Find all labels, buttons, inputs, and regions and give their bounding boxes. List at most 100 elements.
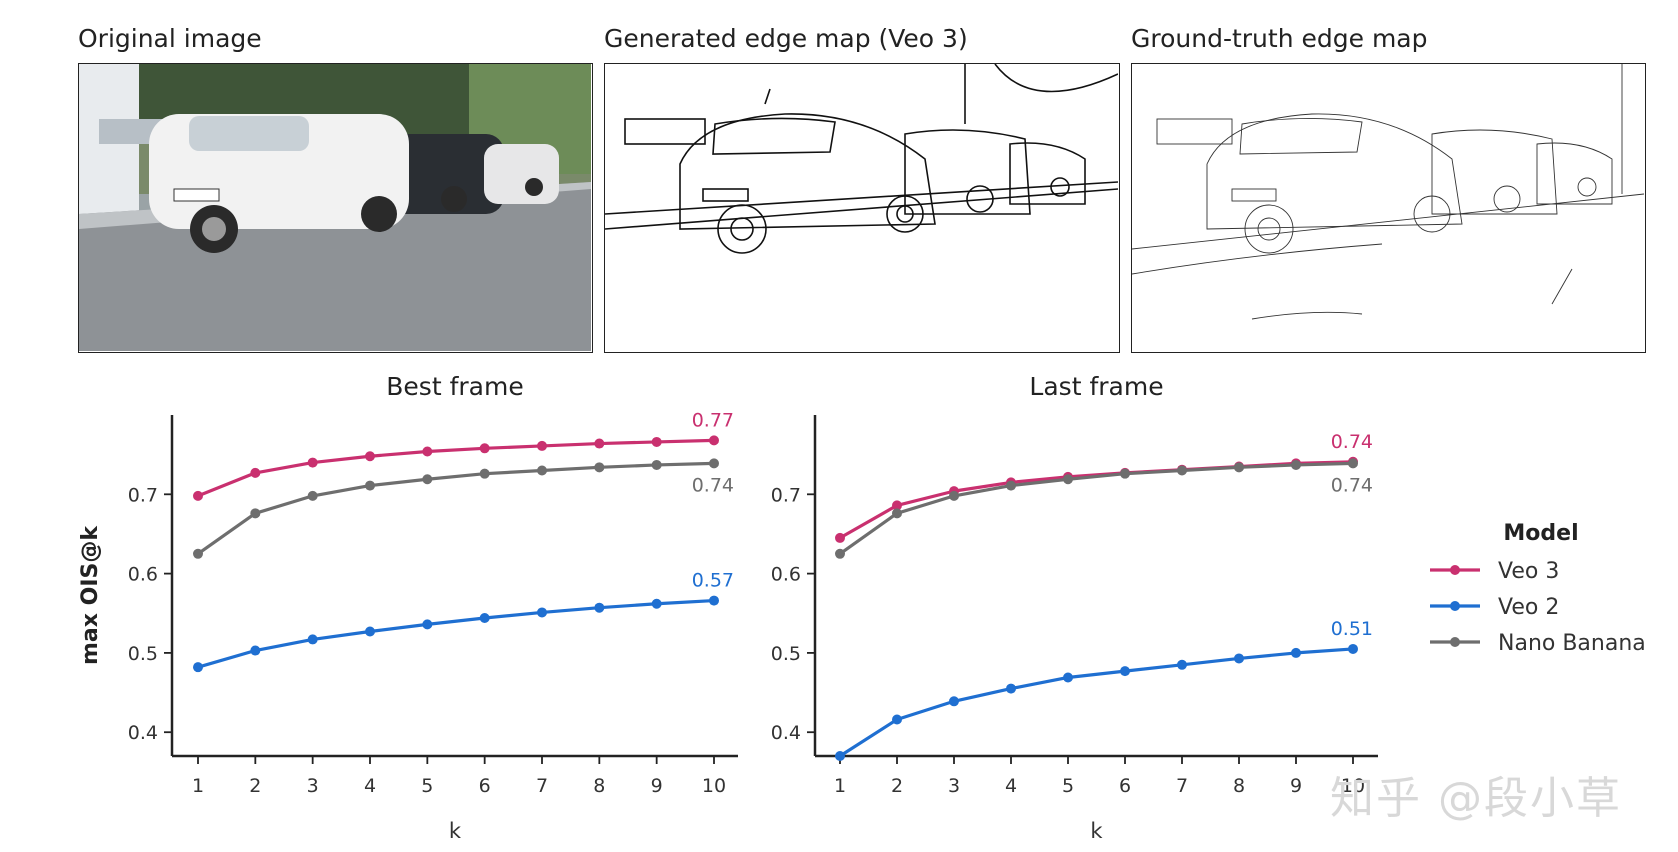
data-point: [365, 451, 375, 462]
legend-swatch-point: [1450, 637, 1460, 647]
legend-swatch-point: [1450, 601, 1460, 611]
x-tick-label: 6: [1119, 775, 1131, 797]
data-point: [537, 465, 547, 476]
end-value-label: 0.77: [692, 409, 734, 431]
data-point: [193, 490, 203, 501]
generated-edge-map-title: Generated edge map (Veo 3): [604, 24, 968, 53]
x-tick-label: 9: [651, 775, 663, 797]
x-tick-label: 2: [891, 775, 903, 797]
data-point: [365, 480, 375, 491]
series-line-nano-banana: [839, 461, 1354, 556]
x-tick-label: 1: [834, 775, 846, 797]
data-point: [949, 696, 959, 707]
data-point: [422, 446, 433, 457]
x-tick-label: 10: [1341, 775, 1365, 797]
data-point: [709, 458, 719, 469]
data-point: [193, 662, 203, 673]
x-tick-label: 1: [192, 775, 204, 797]
x-tick-label: 5: [1062, 775, 1074, 797]
data-point: [1348, 458, 1358, 469]
x-tick-label: 9: [1290, 775, 1302, 797]
generated-edge-map-image: [604, 63, 1120, 353]
x-tick-label: 3: [948, 775, 960, 797]
data-point: [422, 619, 433, 630]
data-point: [1177, 465, 1187, 476]
x-tick-label: 4: [1005, 775, 1017, 797]
data-point: [537, 440, 547, 451]
y-tick-label: 0.4: [128, 722, 158, 744]
data-point: [307, 490, 318, 501]
data-point: [892, 508, 902, 519]
data-point: [307, 457, 318, 468]
data-point: [709, 435, 719, 446]
end-value-label: 0.74: [1331, 474, 1373, 496]
end-value-label: 0.51: [1331, 618, 1373, 640]
data-point: [651, 436, 662, 447]
data-point: [479, 613, 490, 624]
data-point: [1177, 659, 1187, 670]
series-line-veo-2: [839, 647, 1354, 758]
data-point: [1120, 468, 1130, 479]
data-point: [1291, 459, 1301, 470]
x-tick-label: 4: [364, 775, 376, 797]
y-tick-label: 0.7: [771, 484, 801, 506]
x-tick-label: 5: [421, 775, 433, 797]
series-line-veo-3: [197, 438, 715, 498]
data-point: [479, 468, 490, 479]
x-tick-label: 7: [536, 775, 548, 797]
series-line-nano-banana: [197, 461, 715, 556]
original-image-title: Original image: [78, 24, 262, 53]
end-value-label: 0.74: [1331, 431, 1373, 453]
data-point: [1006, 683, 1016, 694]
data-point: [1063, 672, 1073, 683]
legend-swatch-point: [1450, 565, 1460, 575]
data-point: [250, 467, 261, 478]
data-point: [835, 532, 845, 543]
y-tick-label: 0.4: [771, 722, 801, 744]
chart-title: Last frame: [1029, 372, 1163, 401]
data-point: [250, 508, 261, 519]
ground-truth-edge-map-title: Ground-truth edge map: [1131, 24, 1428, 53]
data-point: [594, 438, 605, 449]
data-point: [1291, 647, 1301, 658]
data-point: [250, 645, 261, 656]
series-line-veo-2: [197, 598, 715, 669]
y-tick-label: 0.5: [128, 643, 158, 665]
x-tick-label: 10: [702, 775, 726, 797]
x-tick-label: 6: [479, 775, 491, 797]
legend-title: Model: [1503, 521, 1578, 546]
data-point: [193, 548, 203, 559]
data-point: [307, 634, 318, 645]
data-point: [892, 714, 902, 725]
data-point: [594, 462, 605, 473]
legend-item-label: Veo 3: [1498, 559, 1559, 584]
y-axis-label: max OIS@k: [78, 525, 103, 665]
data-point: [1348, 643, 1358, 654]
legend-item-label: Veo 2: [1498, 595, 1559, 620]
data-point: [651, 598, 662, 609]
data-point: [422, 474, 433, 485]
y-tick-label: 0.6: [128, 564, 158, 586]
chart-title: Best frame: [386, 372, 523, 401]
data-point: [1234, 462, 1244, 473]
y-tick-label: 0.7: [128, 484, 158, 506]
x-tick-label: 7: [1176, 775, 1188, 797]
original-image: [78, 63, 593, 353]
data-point: [1120, 666, 1130, 677]
data-point: [1006, 480, 1016, 491]
data-point: [365, 626, 375, 637]
y-tick-label: 0.5: [771, 643, 801, 665]
x-axis-label: k: [1090, 819, 1103, 843]
ground-truth-edge-map-image: [1131, 63, 1646, 353]
data-point: [594, 602, 605, 613]
data-point: [835, 548, 845, 559]
data-point: [892, 500, 902, 511]
x-tick-label: 8: [593, 775, 605, 797]
series-line-veo-3: [839, 460, 1354, 540]
data-point: [949, 490, 959, 501]
data-point: [651, 459, 662, 470]
data-point: [835, 751, 845, 761]
x-axis-label: k: [449, 819, 462, 843]
legend-item-label: Nano Banana: [1498, 631, 1646, 656]
